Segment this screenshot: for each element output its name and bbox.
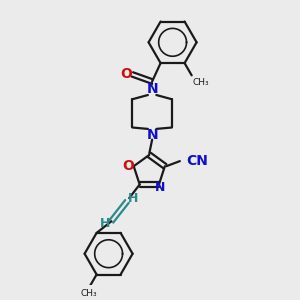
Text: H: H — [128, 192, 138, 205]
Text: N: N — [146, 82, 158, 96]
Text: O: O — [123, 159, 135, 172]
Text: O: O — [120, 67, 132, 81]
Text: CH₃: CH₃ — [192, 78, 209, 87]
Text: H: H — [100, 217, 110, 230]
Text: N: N — [155, 182, 166, 194]
Text: CN: CN — [186, 154, 208, 168]
Text: CH₃: CH₃ — [80, 289, 97, 298]
Text: N: N — [146, 128, 158, 142]
